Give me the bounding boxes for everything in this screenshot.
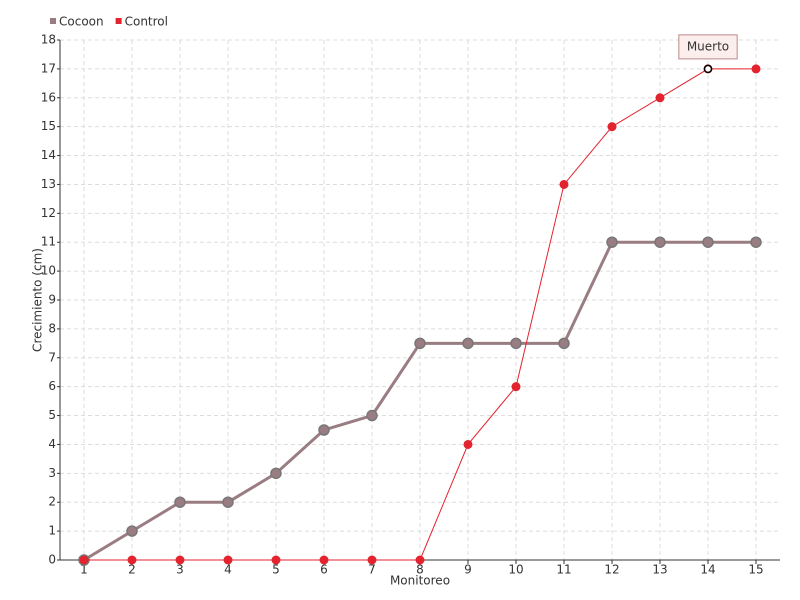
y-tick-label: 2	[48, 495, 56, 509]
data-point	[223, 555, 233, 565]
data-point	[367, 555, 377, 565]
data-point	[510, 337, 522, 350]
y-tick-label: 5	[48, 408, 56, 422]
data-point	[511, 382, 521, 392]
y-tick-label: 7	[48, 350, 56, 364]
y-tick-label: 17	[41, 61, 56, 75]
x-tick-label: 6	[320, 563, 328, 577]
legend-label: Cocoon	[59, 15, 104, 29]
x-tick-label: 3	[176, 563, 184, 577]
data-point	[558, 337, 570, 350]
data-point	[319, 555, 329, 565]
data-point	[175, 555, 185, 565]
data-point	[415, 555, 425, 565]
data-point	[318, 424, 330, 436]
y-tick-label: 16	[41, 90, 56, 104]
x-tick-label: 7	[368, 563, 376, 577]
data-point	[270, 467, 282, 480]
data-point	[366, 409, 378, 422]
data-point	[463, 439, 473, 449]
data-point	[414, 337, 426, 350]
y-tick-label: 10	[41, 264, 56, 278]
y-tick-label: 8	[48, 321, 56, 335]
y-tick-label: 0	[48, 553, 56, 567]
x-tick-label: 10	[508, 563, 523, 577]
y-tick-label: 18	[41, 33, 56, 47]
x-tick-label: 1	[80, 563, 88, 577]
y-tick-label: 3	[48, 466, 56, 480]
data-point	[222, 496, 234, 508]
x-axis-title: Monitoreo	[390, 574, 450, 588]
data-point	[750, 236, 762, 248]
x-tick-label: 14	[700, 563, 715, 577]
x-tick-label: 2	[128, 563, 136, 577]
y-tick-label: 6	[48, 379, 56, 393]
x-tick-label: 9	[464, 563, 472, 577]
data-point	[751, 64, 761, 74]
legend-swatch	[50, 18, 56, 24]
annotation-point	[703, 64, 713, 74]
data-point	[79, 555, 89, 565]
x-tick-label: 12	[604, 563, 619, 577]
annotation-box	[678, 34, 738, 60]
data-point	[559, 179, 569, 189]
x-tick-label: 5	[272, 563, 280, 577]
data-point	[127, 555, 137, 565]
data-point	[702, 236, 714, 248]
x-tick-label: 8	[416, 563, 424, 577]
data-point	[174, 496, 186, 508]
y-tick-label: 9	[48, 293, 56, 307]
data-point	[462, 337, 474, 350]
legend-swatch	[115, 18, 122, 24]
y-tick-label: 1	[48, 524, 56, 538]
data-point	[126, 525, 138, 537]
x-tick-label: 11	[556, 563, 571, 577]
data-point	[271, 555, 281, 565]
data-point	[606, 236, 618, 248]
annotation-label: Muerto	[687, 39, 729, 53]
y-tick-label: 12	[41, 206, 56, 220]
x-tick-label: 15	[748, 563, 763, 577]
y-tick-label: 15	[41, 119, 56, 133]
y-tick-label: 13	[41, 177, 56, 191]
y-tick-label: 4	[48, 437, 56, 451]
y-tick-label: 14	[41, 148, 56, 162]
data-point	[655, 93, 665, 103]
legend-label: Control	[125, 15, 168, 29]
data-point	[654, 236, 666, 248]
y-axis-title: Crecimiento (cm)	[31, 248, 45, 352]
x-tick-label: 4	[224, 563, 232, 577]
y-tick-label: 11	[41, 235, 56, 249]
data-point	[607, 122, 617, 132]
x-tick-label: 13	[652, 563, 667, 577]
